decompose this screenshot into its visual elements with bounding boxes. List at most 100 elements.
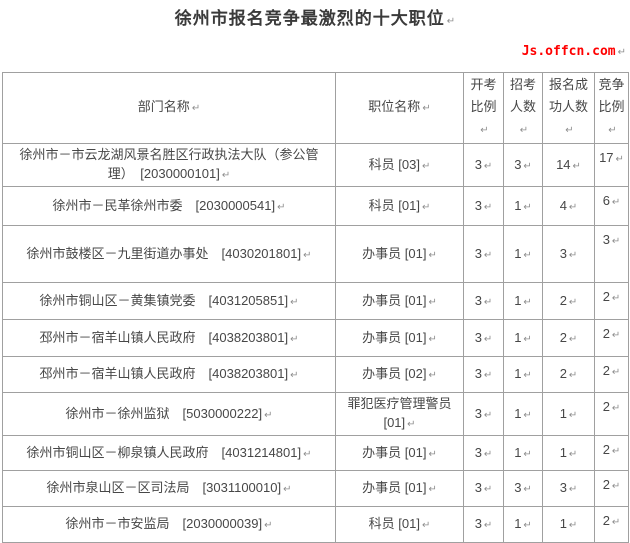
return-mark-icon: ↵ bbox=[483, 484, 493, 495]
competition-ratio-cell-text: 3 bbox=[602, 232, 610, 247]
applied-count-cell-text: 2 bbox=[559, 366, 567, 381]
recruit-count-cell-text: 1 bbox=[514, 516, 522, 531]
position-cell-text: 办事员 [01] bbox=[362, 292, 427, 308]
applied-count-cell-text: 4 bbox=[559, 197, 567, 213]
competition-ratio-cell: 6 ↵ bbox=[594, 186, 629, 226]
return-mark-icon: ↵ bbox=[483, 296, 493, 308]
dept-cell: 徐州市泉山区－区司法局 [3031100010] ↵ bbox=[2, 470, 336, 507]
position-cell: 办事员 [01] ↵ bbox=[335, 282, 464, 320]
table-row: 徐州市－民革徐州市委 [2030000541] ↵ 科员 [01] ↵ 3 ↵ 1 ↵ 4 ↵ 6 ↵ bbox=[2, 186, 629, 226]
open-ratio-cell: 3 ↵ bbox=[463, 470, 504, 507]
applied-count-cell-text: 14 bbox=[556, 156, 571, 172]
return-mark-icon: ↵ bbox=[221, 170, 231, 181]
position-cell: 办事员 [01] ↵ bbox=[335, 435, 464, 471]
recruit-count-cell: 1 ↵ bbox=[503, 506, 543, 543]
dept-cell: 邳州市－宿羊山镇人民政府 [4038203801] ↵ bbox=[2, 356, 336, 393]
open-ratio-cell-text: 3 bbox=[474, 516, 482, 531]
recruit-count-cell: 1 ↵ bbox=[503, 392, 543, 436]
competition-ratio-cell: 2 ↵ bbox=[594, 470, 629, 507]
recruit-count-cell-text: 3 bbox=[514, 156, 522, 172]
return-mark-icon: ↵ bbox=[407, 419, 416, 430]
return-mark-icon: ↵ bbox=[277, 201, 286, 213]
return-mark-icon: ↵ bbox=[422, 103, 431, 114]
return-mark-icon: ↵ bbox=[611, 293, 621, 304]
recruit-count-cell-text: 1 bbox=[514, 329, 522, 345]
position-cell-text: 办事员 [01] bbox=[362, 245, 427, 261]
return-mark-icon: ↵ bbox=[611, 481, 621, 492]
open-ratio-cell-text: 3 bbox=[474, 329, 482, 345]
column-header-position-text: 职位名称 bbox=[368, 99, 421, 114]
return-mark-icon: ↵ bbox=[428, 370, 437, 381]
dept-cell: 徐州市－徐州监狱 [5030000222] ↵ bbox=[2, 392, 336, 436]
applied-count-cell: 2 ↵ bbox=[542, 319, 595, 357]
column-header-competition-ratio-text: 竞争 比例 bbox=[598, 77, 625, 114]
dept-cell-text: 徐州市铜山区－黄集镇党委 [4031205851] bbox=[39, 292, 289, 308]
open-ratio-cell: 3 ↵ bbox=[463, 435, 504, 471]
recruit-count-cell: 3 ↵ bbox=[503, 470, 543, 507]
return-mark-icon: ↵ bbox=[483, 409, 493, 421]
return-mark-icon: ↵ bbox=[303, 249, 312, 261]
return-mark-icon: ↵ bbox=[290, 370, 299, 381]
position-cell-text: 办事员 [02] bbox=[362, 366, 427, 381]
table-row: 徐州市－市安监局 [2030000039] ↵ 科员 [01] ↵ 3 ↵ 1 ↵ 1 ↵ 2 ↵ bbox=[2, 506, 629, 543]
position-cell-text: 办事员 [01] bbox=[362, 329, 427, 345]
table-row: 徐州市鼓楼区－九里街道办事处 [4030201801] ↵ 办事员 [01] ↵ 3 ↵ 1… bbox=[2, 225, 629, 283]
return-mark-icon: ↵ bbox=[568, 201, 578, 213]
applied-count-cell-text: 2 bbox=[559, 329, 567, 345]
position-cell-text: 科员 [01] bbox=[368, 516, 420, 531]
recruit-count-cell-text: 1 bbox=[514, 197, 522, 213]
return-mark-icon: ↵ bbox=[446, 16, 456, 27]
position-cell: 科员 [01] ↵ bbox=[335, 186, 464, 226]
dept-cell: 徐州市－民革徐州市委 [2030000541] ↵ bbox=[2, 186, 336, 226]
return-mark-icon: ↵ bbox=[483, 201, 493, 213]
recruit-count-cell-text: 3 bbox=[514, 480, 522, 495]
return-mark-icon: ↵ bbox=[615, 154, 624, 165]
page-title-text: 徐州市报名竞争最激烈的十大职位 bbox=[174, 9, 445, 28]
column-header-open-ratio-text: 开考 比例 bbox=[470, 77, 497, 114]
page-title: 徐州市报名竞争最激烈的十大职位 ↵ bbox=[0, 0, 630, 30]
return-mark-icon: ↵ bbox=[568, 296, 578, 308]
return-mark-icon: ↵ bbox=[480, 125, 489, 136]
return-mark-icon: ↵ bbox=[483, 333, 493, 345]
return-mark-icon: ↵ bbox=[428, 333, 437, 345]
table-row: 徐州市铜山区－黄集镇党委 [4031205851] ↵ 办事员 [01] ↵ 3 ↵ 1 ↵ 2… bbox=[2, 282, 629, 320]
position-cell-text: 罪犯医疗管理警员 [01] bbox=[347, 396, 452, 430]
competition-ratio-cell-text: 2 bbox=[602, 513, 610, 528]
open-ratio-cell: 3 ↵ bbox=[463, 282, 504, 320]
applied-count-cell-text: 3 bbox=[559, 480, 567, 495]
table-row: 徐州市泉山区－区司法局 [3031100010] ↵ 办事员 [01] ↵ 3 ↵ 3 ↵ 3 ↵… bbox=[2, 470, 629, 507]
return-mark-icon: ↵ bbox=[290, 296, 299, 308]
recruit-count-cell-text: 1 bbox=[514, 292, 522, 308]
dept-cell-text: 徐州市泉山区－区司法局 [3031100010] bbox=[46, 480, 282, 495]
open-ratio-cell: 3 ↵ bbox=[463, 506, 504, 543]
applied-count-cell: 2 ↵ bbox=[542, 282, 595, 320]
open-ratio-cell-text: 3 bbox=[474, 444, 482, 460]
return-mark-icon: ↵ bbox=[483, 448, 493, 460]
watermark: Js.offcn.com ↵ bbox=[0, 45, 630, 59]
table-row: 邳州市－宿羊山镇人民政府 [4038203801] ↵ 办事员 [01] ↵ 3 ↵ 1 ↵ 2… bbox=[2, 319, 629, 357]
applied-count-cell: 14 ↵ bbox=[542, 143, 595, 187]
table-row: 徐州市铜山区－柳泉镇人民政府 [4031214801] ↵ 办事员 [01] ↵ 3 ↵ 1… bbox=[2, 435, 629, 471]
open-ratio-cell: 3 ↵ bbox=[463, 392, 504, 436]
recruit-count-cell-text: 1 bbox=[514, 366, 522, 381]
position-cell: 办事员 [02] ↵ bbox=[335, 356, 464, 393]
position-cell: 罪犯医疗管理警员 [01] ↵ bbox=[335, 392, 464, 436]
competition-ratio-cell: 2 ↵ bbox=[594, 392, 629, 436]
return-mark-icon: ↵ bbox=[283, 484, 292, 495]
applied-count-cell: 1 ↵ bbox=[542, 435, 595, 471]
applied-count-cell: 1 ↵ bbox=[542, 392, 595, 436]
return-mark-icon: ↵ bbox=[483, 520, 493, 531]
return-mark-icon: ↵ bbox=[483, 249, 493, 261]
open-ratio-cell: 3 ↵ bbox=[463, 186, 504, 226]
dept-cell: 徐州市鼓楼区－九里街道办事处 [4030201801] ↵ bbox=[2, 225, 336, 283]
position-cell-text: 科员 [01] bbox=[368, 197, 420, 213]
competition-ratio-cell-text: 2 bbox=[602, 326, 610, 341]
dept-cell-text: 邳州市－宿羊山镇人民政府 [4038203801] bbox=[39, 329, 289, 345]
dept-cell-text: 徐州市铜山区－柳泉镇人民政府 [4031214801] bbox=[26, 444, 302, 460]
open-ratio-cell: 3 ↵ bbox=[463, 319, 504, 357]
return-mark-icon: ↵ bbox=[523, 484, 532, 495]
return-mark-icon: ↵ bbox=[611, 403, 621, 414]
return-mark-icon: ↵ bbox=[611, 517, 621, 528]
return-mark-icon: ↵ bbox=[523, 249, 532, 261]
